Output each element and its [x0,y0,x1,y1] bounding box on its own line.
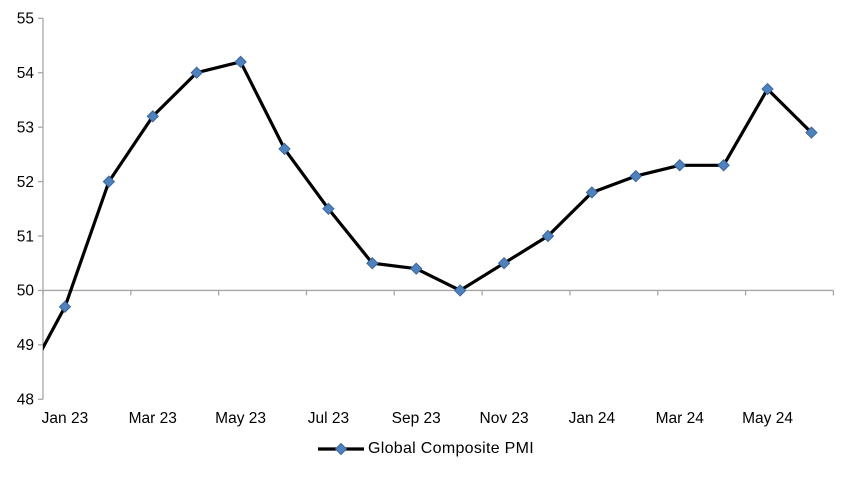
x-axis-tick-label: Jan 23 [42,410,89,427]
data-point-marker [629,169,643,183]
y-axis-tick-label: 54 [17,65,35,82]
pmi-line [43,60,813,351]
y-axis-tick-label: 55 [17,11,34,28]
data-point-marker [805,126,818,139]
data-point-marker [146,110,159,123]
y-axis-tick-label: 49 [17,337,34,354]
y-axis-tick-label: 48 [17,392,34,409]
data-point-marker [761,82,774,96]
data-point-marker [278,142,291,156]
x-axis-tick-label: May 24 [742,410,793,427]
y-axis-tick-label: 52 [17,174,34,191]
data-point-marker [190,66,203,79]
x-axis-tick-label: Nov 23 [480,410,529,427]
chart-legend: Global Composite PMI [0,440,852,458]
data-point-marker [453,284,467,297]
x-axis-tick-label: Mar 24 [656,410,705,427]
y-axis-tick-label: 50 [17,283,35,300]
data-point-marker [717,159,730,172]
y-axis: 48 49 50 51 52 53 54 55 [17,11,44,409]
data-point-marker [366,257,379,270]
data-point-marker [673,159,686,172]
x-axis-tick-label: Jul 23 [308,410,349,427]
legend-label: Global Composite PMI [367,440,535,457]
legend-diamond-icon [334,442,348,456]
x-axis-tick-label: Mar 23 [129,410,177,427]
y-axis-tick-label: 51 [17,228,34,245]
y-axis-tick-label: 53 [17,119,34,136]
legend-marker-line-sample [317,442,364,456]
data-point-marker [234,55,247,69]
data-point-marker [322,202,335,216]
data-point-marker [58,300,72,313]
x-axis-tick-label: Sep 23 [392,410,441,427]
data-point-marker [410,262,423,275]
x-axis-tick-label: Jan 24 [569,410,616,427]
x-axis-tick-label: May 23 [215,410,266,427]
data-point-marker [585,186,599,199]
data-point-marker [102,175,116,188]
data-point-marker [497,257,511,270]
x-axis: Jan 23 Mar 23 May 23 Jul 23 Sep 23 Nov 23 Jan … [42,289,835,427]
data-point-marker [541,229,555,243]
series-global-composite-pmi [43,55,818,351]
